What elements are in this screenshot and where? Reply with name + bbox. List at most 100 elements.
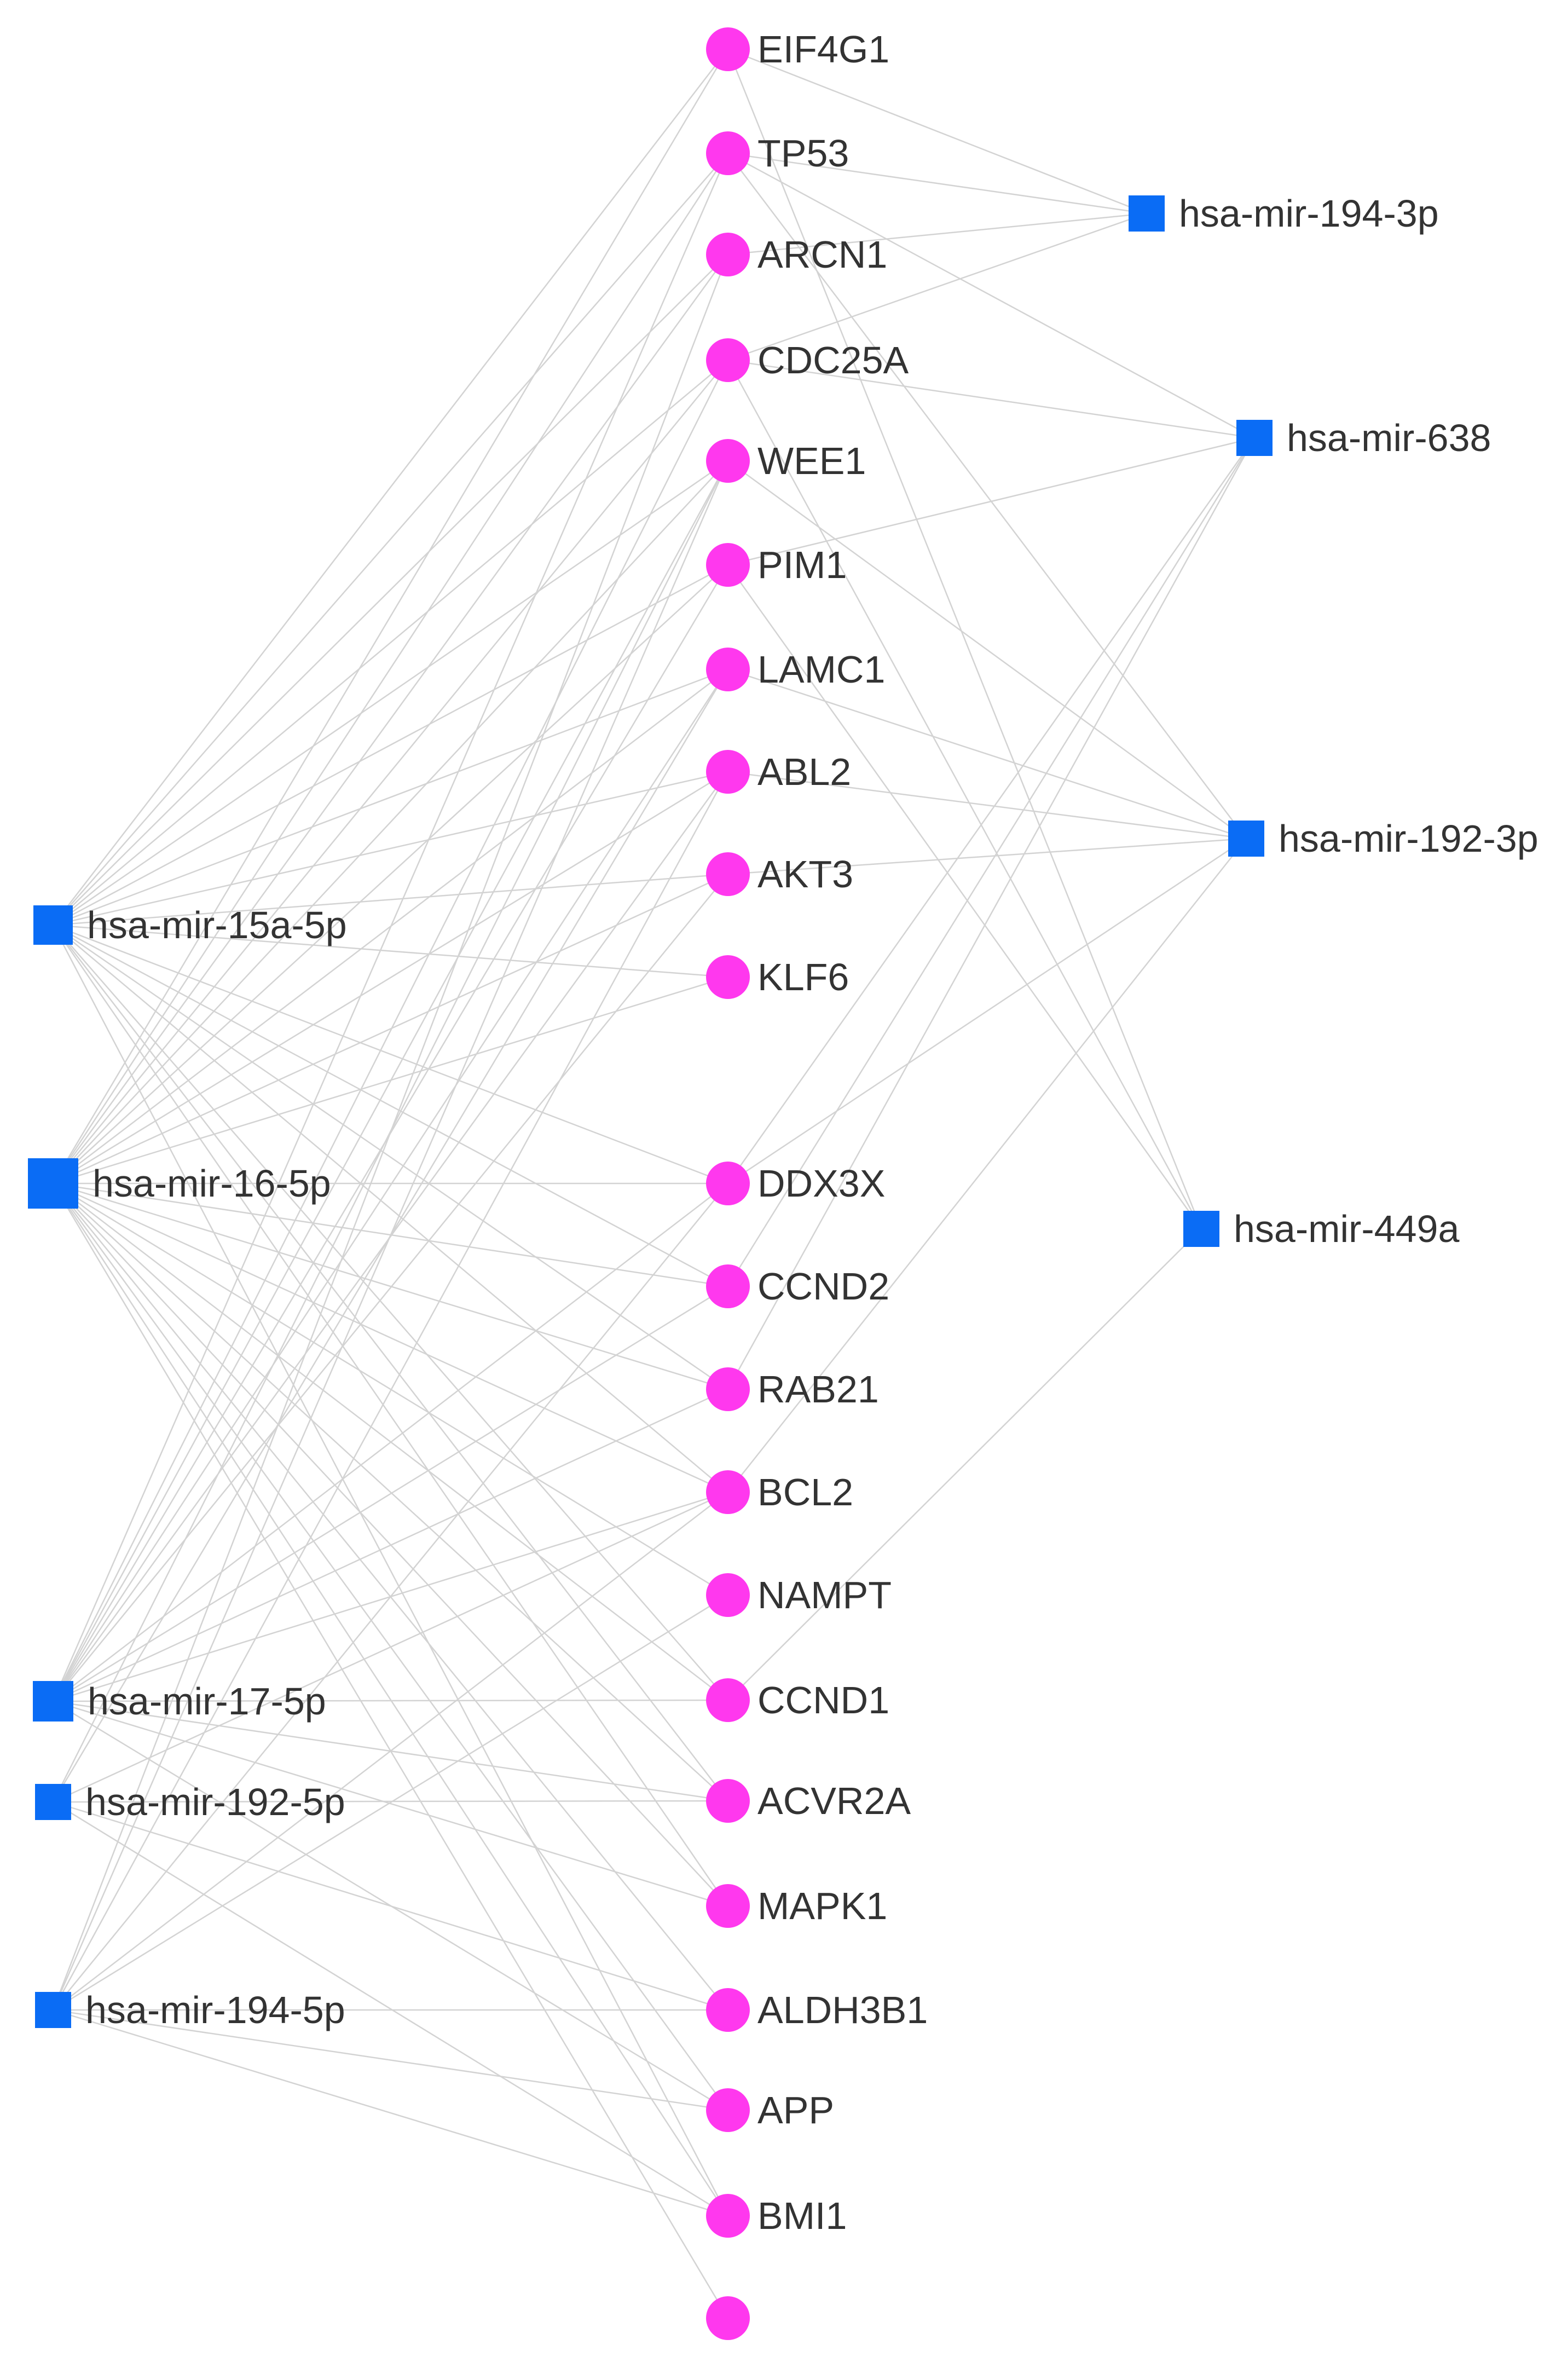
label-ACVR2A: ACVR2A bbox=[757, 1780, 911, 1822]
edge-m17-MAPK1 bbox=[53, 1700, 728, 1907]
mirna-node-m638[interactable] bbox=[1236, 420, 1273, 456]
gene-node-RAB21[interactable] bbox=[706, 1367, 750, 1411]
edge-m192_3p-AKT3 bbox=[727, 837, 1247, 875]
label-m192_3p: hsa-mir-192-3p bbox=[1279, 817, 1539, 860]
label-DDX3X: DDX3X bbox=[757, 1162, 885, 1205]
gene-node-ABL2[interactable] bbox=[706, 750, 750, 794]
edge-m16-NAMPT bbox=[53, 1182, 728, 1596]
mirna-node-m15a[interactable] bbox=[33, 905, 73, 945]
label-WEE1: WEE1 bbox=[757, 440, 866, 482]
gene-node-TP53[interactable] bbox=[706, 131, 750, 175]
gene-node-CDC25A[interactable] bbox=[706, 338, 750, 382]
edge-m15a-TP53 bbox=[53, 153, 728, 926]
edge-m17-CCND2 bbox=[53, 1285, 728, 1702]
edge-m194_3p-ARCN1 bbox=[727, 212, 1147, 256]
edge-m449a-CDC25A bbox=[727, 360, 1202, 1229]
edge-m192_3p-ABL2 bbox=[727, 771, 1247, 840]
mirna-node-m192_3p[interactable] bbox=[1228, 821, 1264, 857]
edge-m15a-CDC25A bbox=[53, 360, 728, 926]
label-ABL2: ABL2 bbox=[757, 750, 851, 793]
edge-m17-CDC25A bbox=[52, 360, 729, 1702]
label-BCL2: BCL2 bbox=[757, 1471, 853, 1514]
gene-node-BCL2[interactable] bbox=[706, 1470, 750, 1514]
gene-node-DDX3X[interactable] bbox=[706, 1162, 750, 1205]
edge-m16-EIF4G1 bbox=[52, 49, 729, 1184]
gene-node-G22[interactable] bbox=[706, 2296, 750, 2340]
gene-node-KLF6[interactable] bbox=[706, 955, 750, 999]
edge-m194_5p-ARCN1 bbox=[52, 254, 729, 2011]
label-m17: hsa-mir-17-5p bbox=[88, 1680, 326, 1723]
label-NAMPT: NAMPT bbox=[757, 1574, 892, 1616]
edge-m15a-RAB21 bbox=[53, 924, 728, 1390]
edge-m194_5p-WEE1 bbox=[52, 460, 729, 2011]
label-ALDH3B1: ALDH3B1 bbox=[757, 1989, 928, 2031]
edge-m17-RAB21 bbox=[53, 1388, 728, 1702]
gene-node-CCND2[interactable] bbox=[706, 1264, 750, 1308]
edge-m449a-EIF4G1 bbox=[727, 49, 1202, 1229]
gene-node-PIM1[interactable] bbox=[706, 543, 750, 587]
label-RAB21: RAB21 bbox=[757, 1368, 879, 1411]
edge-m194_5p-BMI1 bbox=[53, 2009, 728, 2217]
edge-m15a-ARCN1 bbox=[53, 254, 728, 926]
edge-m194_5p-ABL2 bbox=[52, 771, 729, 2011]
edge-m17-DDX3X bbox=[53, 1183, 728, 1702]
gene-node-ACVR2A[interactable] bbox=[706, 1779, 750, 1823]
edge-m638-DDX3X bbox=[727, 437, 1256, 1184]
gene-node-CCND1[interactable] bbox=[706, 1678, 750, 1722]
mirna-node-m16[interactable] bbox=[28, 1158, 78, 1209]
gene-node-ARCN1[interactable] bbox=[706, 233, 750, 276]
edge-m17-LAMC1 bbox=[52, 669, 729, 1702]
edge-m16-ARCN1 bbox=[52, 254, 729, 1184]
gene-node-MAPK1[interactable] bbox=[706, 1884, 750, 1928]
mirna-node-m194_5p[interactable] bbox=[35, 1992, 71, 2028]
label-m194_3p: hsa-mir-194-3p bbox=[1179, 192, 1439, 235]
edge-m192_5p-ACVR2A bbox=[53, 1800, 728, 1803]
gene-node-ALDH3B1[interactable] bbox=[706, 1988, 750, 2032]
gene-node-WEE1[interactable] bbox=[706, 439, 750, 483]
mirna-node-m17[interactable] bbox=[33, 1681, 73, 1722]
edge-layer bbox=[52, 48, 1256, 2319]
label-m15a: hsa-mir-15a-5p bbox=[87, 904, 347, 946]
edge-m638-RAB21 bbox=[727, 437, 1256, 1390]
label-LAMC1: LAMC1 bbox=[757, 648, 885, 691]
label-BMI1: BMI1 bbox=[757, 2194, 847, 2237]
edge-m17-AKT3 bbox=[53, 874, 728, 1702]
edge-m15a-BMI1 bbox=[52, 925, 729, 2216]
edge-m16-CDC25A bbox=[53, 360, 728, 1184]
label-EIF4G1: EIF4G1 bbox=[757, 28, 889, 71]
mirna-node-m192_5p[interactable] bbox=[35, 1784, 71, 1820]
edge-m192_3p-TP53 bbox=[727, 153, 1247, 839]
label-m638: hsa-mir-638 bbox=[1287, 417, 1491, 459]
gene-node-APP[interactable] bbox=[706, 2088, 750, 2132]
label-APP: APP bbox=[757, 2089, 834, 2131]
label-AKT3: AKT3 bbox=[757, 853, 853, 896]
edge-m638-TP53 bbox=[727, 152, 1255, 439]
label-KLF6: KLF6 bbox=[757, 956, 849, 998]
label-m449a: hsa-mir-449a bbox=[1234, 1208, 1459, 1250]
edge-m192_5p-BMI1 bbox=[53, 1801, 728, 2217]
label-CCND1: CCND1 bbox=[757, 1679, 889, 1722]
mirna-node-m449a[interactable] bbox=[1183, 1211, 1219, 1247]
edge-m16-PIM1 bbox=[53, 564, 728, 1184]
edge-m16-ACVR2A bbox=[53, 1183, 728, 1801]
label-m194_5p: hsa-mir-194-5p bbox=[85, 1989, 345, 2031]
edge-m449a-CCND1 bbox=[727, 1228, 1202, 1701]
gene-node-BMI1[interactable] bbox=[706, 2194, 750, 2238]
edge-m638-CDC25A bbox=[727, 359, 1255, 439]
edge-m192_5p-ALDH3B1 bbox=[53, 1801, 728, 2011]
edge-m15a-BCL2 bbox=[53, 925, 728, 1493]
edge-m15a-DDX3X bbox=[53, 924, 728, 1185]
edge-m449a-PIM1 bbox=[727, 564, 1202, 1229]
gene-node-NAMPT[interactable] bbox=[706, 1573, 750, 1617]
label-TP53: TP53 bbox=[757, 132, 849, 175]
edge-m15a-MAPK1 bbox=[52, 925, 729, 1907]
edge-m15a-CCND1 bbox=[53, 925, 728, 1701]
gene-node-LAMC1[interactable] bbox=[706, 648, 750, 691]
label-m16: hsa-mir-16-5p bbox=[92, 1162, 331, 1205]
edge-m192_3p-LAMC1 bbox=[727, 668, 1247, 840]
gene-node-AKT3[interactable] bbox=[706, 852, 750, 896]
mirna-node-m194_3p[interactable] bbox=[1129, 195, 1165, 232]
gene-node-EIF4G1[interactable] bbox=[706, 27, 750, 71]
edge-m16-ABL2 bbox=[53, 771, 728, 1185]
